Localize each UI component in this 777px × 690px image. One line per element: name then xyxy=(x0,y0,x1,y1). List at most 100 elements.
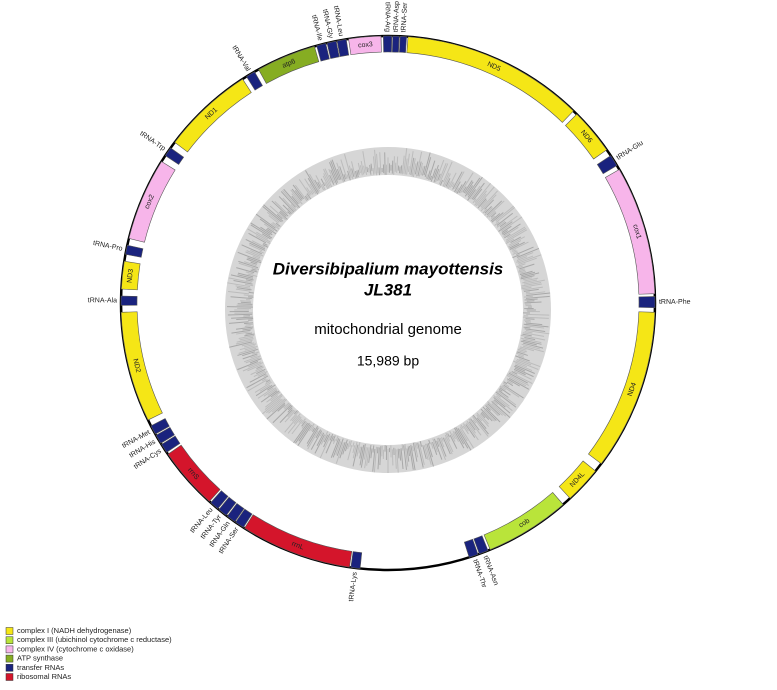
gc-bar xyxy=(517,254,542,264)
gc-bar xyxy=(423,152,431,176)
gc-bar xyxy=(246,250,261,257)
gc-bar xyxy=(514,364,535,374)
gc-bar xyxy=(523,323,549,328)
gc-bar xyxy=(322,175,330,189)
gc-bar xyxy=(454,431,465,449)
gc-bar xyxy=(523,288,539,292)
gc-bar xyxy=(227,306,253,308)
gc-bar xyxy=(233,280,253,285)
gc-bar xyxy=(521,271,536,277)
gc-bar xyxy=(407,446,411,457)
gc-bar xyxy=(525,318,535,320)
gc-bar xyxy=(508,372,528,384)
gc-bar xyxy=(236,287,252,291)
gc-bar xyxy=(436,437,446,461)
gc-bar xyxy=(325,435,334,454)
gc-bar xyxy=(449,434,458,449)
gc-bar xyxy=(480,194,497,212)
gc-bar xyxy=(524,298,538,301)
gc-bar xyxy=(433,168,440,183)
gc-bar xyxy=(521,281,542,287)
gc-bar xyxy=(356,441,361,457)
gene-arc xyxy=(392,35,400,53)
gc-bar xyxy=(472,419,477,424)
gc-bar xyxy=(306,187,312,195)
gc-bar xyxy=(244,283,254,287)
gc-bar xyxy=(409,445,414,470)
gc-bar xyxy=(522,316,549,319)
gc-bar xyxy=(503,382,510,388)
gc-bar xyxy=(520,340,537,346)
gc-bar xyxy=(282,189,299,209)
gc-bar xyxy=(438,163,449,185)
gc-bar xyxy=(454,171,465,190)
gc-bar xyxy=(524,321,532,323)
gc-bar xyxy=(470,185,481,200)
gc-bar xyxy=(265,393,283,408)
gc-bar xyxy=(524,331,533,334)
gc-bar xyxy=(291,193,301,204)
gc-bar xyxy=(354,171,358,178)
gc-bar xyxy=(443,173,451,188)
gc-bar xyxy=(230,274,254,281)
gc-bar xyxy=(466,420,476,434)
gc-bar xyxy=(498,388,503,392)
gc-bar xyxy=(247,228,271,243)
gc-bar xyxy=(480,199,488,208)
gc-bar xyxy=(357,162,361,174)
gc-bar xyxy=(255,213,276,229)
legend-label: complex III (ubichinol cytochrome c redu… xyxy=(17,635,172,644)
gc-bar xyxy=(262,205,282,223)
gc-bar xyxy=(516,246,534,255)
gc-bar xyxy=(240,300,251,302)
gc-bar xyxy=(243,294,254,297)
gc-bar xyxy=(248,232,267,244)
gc-bar xyxy=(518,257,537,265)
gc-bar xyxy=(525,329,550,335)
gc-bar xyxy=(294,190,303,200)
gc-bar xyxy=(243,343,257,348)
gc-bar xyxy=(307,177,319,195)
gc-bar xyxy=(479,414,489,425)
gc-bar xyxy=(417,442,424,468)
gc-bar xyxy=(467,177,481,196)
gc-bar xyxy=(261,378,267,382)
gc-bar xyxy=(453,427,465,445)
gc-bar xyxy=(462,425,469,435)
gc-bar xyxy=(269,205,286,221)
trna-label: tRNA-Glu xyxy=(616,140,645,162)
gc-bar xyxy=(484,199,495,210)
gc-bar xyxy=(498,221,513,232)
gc-bar xyxy=(266,391,281,403)
gc-bar xyxy=(516,352,524,357)
gc-bar xyxy=(343,174,346,180)
gc-bar xyxy=(449,181,454,188)
gc-bar xyxy=(433,438,443,460)
gc-bar xyxy=(287,409,295,418)
gc-bar xyxy=(237,303,253,305)
strain-name: JL381 xyxy=(364,280,412,299)
legend-label: ribosomal RNAs xyxy=(17,672,71,681)
gc-bar xyxy=(444,434,454,453)
gc-bar xyxy=(379,446,382,466)
gc-bar xyxy=(238,262,260,271)
gc-bar xyxy=(520,334,546,341)
gc-bar xyxy=(284,403,291,410)
gc-bar xyxy=(420,166,424,176)
gc-bar xyxy=(265,379,271,383)
gc-bar xyxy=(239,345,255,351)
gc-bar xyxy=(505,238,515,245)
gene-arc xyxy=(120,295,138,306)
gc-bar xyxy=(270,390,280,398)
gc-bar xyxy=(517,252,534,260)
gc-bar xyxy=(518,358,541,368)
gc-bar xyxy=(408,151,414,175)
gc-bar xyxy=(403,148,408,174)
legend-swatch xyxy=(5,636,14,644)
gc-bar xyxy=(439,179,444,186)
gc-bar xyxy=(309,190,314,195)
gc-bar xyxy=(517,348,528,353)
gc-bar xyxy=(506,378,520,387)
gc-bar xyxy=(484,207,493,216)
gc-bar xyxy=(411,158,416,177)
